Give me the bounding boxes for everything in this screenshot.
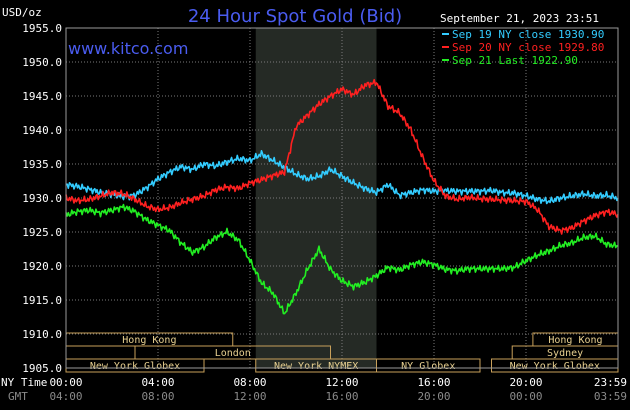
x-tick-label-ny: 04:00 [141,376,174,389]
session-label: London [215,348,251,359]
y-tick-label: 1905.0 [22,362,62,375]
y-tick-label: 1955.0 [22,22,62,35]
x-tick-label-ny: 23:59 [594,376,627,389]
x-tick-label-gmt: 20:00 [417,390,450,403]
y-tick-label: 1935.0 [22,158,62,171]
x-tick-label-gmt: 00:00 [509,390,542,403]
grid [66,28,618,368]
y-tick-label: 1915.0 [22,294,62,307]
session-label: Sydney [547,348,583,359]
session-label: Hong Kong [122,335,176,346]
x-tick-label-ny: 00:00 [49,376,82,389]
session-label: New York NYMEX [274,361,358,372]
y-tick-label: 1920.0 [22,260,62,273]
session-box [376,358,481,373]
legend-entry: Sep 20 NY close 1929.80 [452,41,604,54]
x-tick-label-ny: 20:00 [509,376,542,389]
nymex-session-band [255,28,377,368]
x-tick-label-ny: 12:00 [325,376,358,389]
y-tick-label: 1925.0 [22,226,62,239]
x-axis-ticks: 00:0004:0004:0008:0008:0012:0012:0016:00… [49,376,627,403]
x-tick-label-gmt: 04:00 [49,390,82,403]
y-tick-label: 1910.0 [22,328,62,341]
session-label: Hong Kong [548,335,602,346]
session-label: NY Globex [401,361,455,372]
nymex-highlight [255,28,377,368]
x-tick-label-ny: 08:00 [233,376,266,389]
x-tick-label-gmt: 03:59 [594,390,627,403]
trading-sessions: Hong Kong London New York Globex New York N… [65,332,619,373]
series-line-sep-19 [65,150,619,205]
y-axis-ticks: 1955.0 1950.0 1945.0 1940.0 1935.0 1930.0 1925… [22,22,62,375]
session-label: New York Globex [510,361,600,372]
legend-entry: Sep 21 Last 1922.90 [452,54,578,67]
y-tick-label: 1930.0 [22,192,62,205]
x-axis-label-ny: NY Time [1,376,47,389]
x-tick-label-gmt: 16:00 [325,390,358,403]
series-line-sep-21 [65,203,619,315]
legend-entry: Sep 19 NY close 1930.90 [452,28,604,41]
x-axis-label-gmt: GMT [8,390,28,403]
session-box [134,345,331,360]
x-tick-label-gmt: 12:00 [233,390,266,403]
y-tick-label: 1950.0 [22,56,62,69]
plot-frame [65,27,619,369]
series-line-sep-20 [65,78,619,235]
x-tick-label-gmt: 08:00 [141,390,174,403]
y-tick-label: 1945.0 [22,90,62,103]
site-label: www.kitco.com [68,39,188,58]
y-tick-label: 1940.0 [22,124,62,137]
chart-title: 24 Hour Spot Gold (Bid) [188,6,402,27]
y-unit-label: USD/oz [2,6,42,19]
series-lines [65,78,619,315]
date-label: September 21, 2023 23:51 [440,12,599,25]
session-label: New York Globex [90,361,180,372]
x-tick-label-ny: 16:00 [417,376,450,389]
